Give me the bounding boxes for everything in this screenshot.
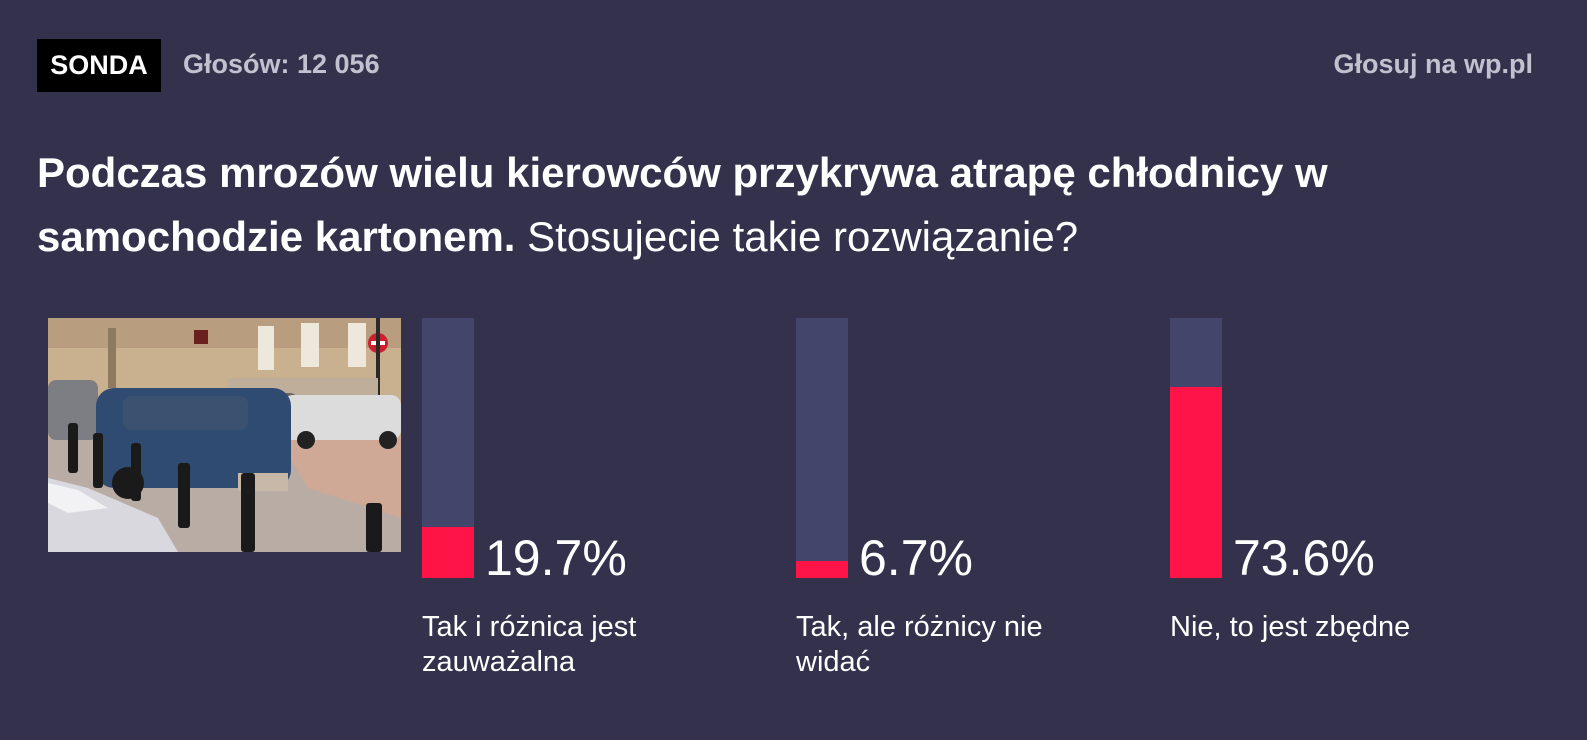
result-percent: 6.7% — [859, 530, 973, 586]
answer-label: Tak, ale różnicy nie widać — [796, 611, 1043, 678]
result-bar-track — [1170, 318, 1222, 578]
result-bar-fill — [1170, 387, 1222, 578]
vote-on-wp-link[interactable]: Głosuj na wp.pl — [1333, 49, 1533, 79]
result-bar-fill — [422, 527, 474, 578]
result-bar-fill — [796, 561, 848, 578]
result-percent: 19.7% — [485, 530, 627, 586]
street-photo-illustration — [48, 318, 401, 552]
answer-label: Nie, to jest zbędne — [1170, 611, 1411, 643]
vote-count: Głosów: 12 056 — [183, 49, 380, 79]
result-bar-track — [422, 318, 474, 578]
result-bar-track — [796, 318, 848, 578]
poll-question: Podczas mrozów wielu kierowców przykrywa… — [37, 141, 1537, 269]
answer-label: Tak i różnica jest zauważalna — [422, 611, 637, 678]
question-prompt: Stosujecie takie rozwiązanie? — [515, 213, 1079, 260]
question-lead: Podczas mrozów wielu kierowców przykrywa… — [37, 149, 1328, 260]
result-percent: 73.6% — [1233, 530, 1375, 586]
poll-photo — [48, 318, 401, 552]
poll-badge: SONDA — [37, 39, 161, 92]
